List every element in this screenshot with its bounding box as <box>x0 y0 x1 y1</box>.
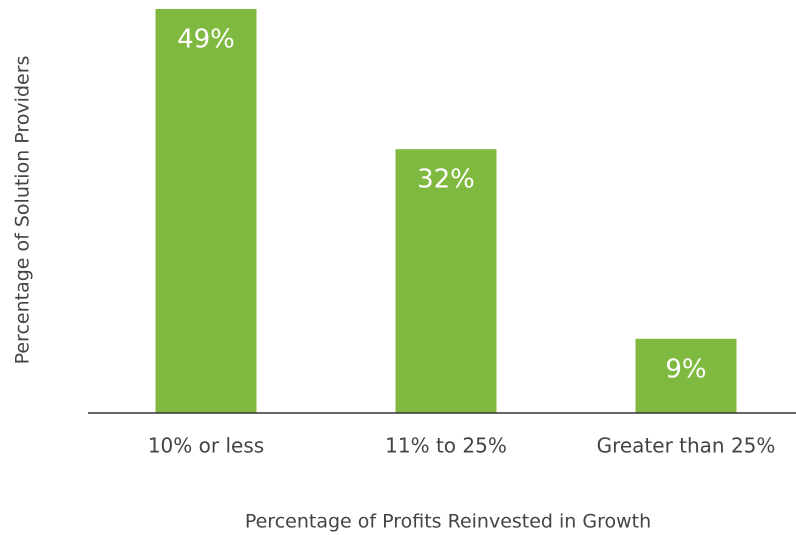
bar <box>155 9 257 413</box>
y-axis-title: Percentage of Solution Providers <box>12 56 34 365</box>
value-label: 32% <box>417 165 475 195</box>
bar <box>635 338 737 413</box>
x-axis-title: Percentage of Profits Reinvested in Grow… <box>245 511 651 533</box>
x-tick-label: Greater than 25% <box>597 434 776 458</box>
value-label: 9% <box>665 354 706 384</box>
x-tick-label: 11% to 25% <box>385 434 507 458</box>
bar <box>395 149 497 413</box>
value-label: 49% <box>177 25 235 55</box>
x-tick-label: 10% or less <box>148 434 264 458</box>
